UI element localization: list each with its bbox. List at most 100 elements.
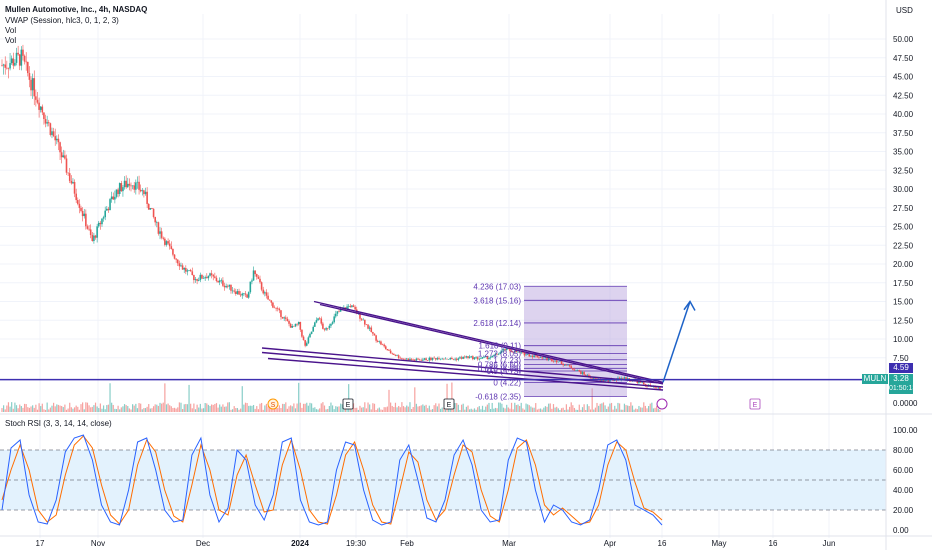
- candle-body: [578, 370, 581, 372]
- candle-body: [44, 119, 47, 124]
- candle-body: [304, 340, 306, 346]
- volume-bar: [544, 406, 547, 412]
- volume-bar: [588, 406, 590, 412]
- volume-bar: [136, 408, 139, 412]
- volume-bar: [146, 406, 148, 412]
- volume-bar: [357, 409, 359, 412]
- volume-bar: [307, 405, 309, 412]
- volume-bar: [488, 402, 490, 412]
- volume-bar: [312, 407, 314, 412]
- volume-bar: [464, 409, 466, 412]
- volume-bar: [73, 407, 76, 412]
- indicator-vol-2[interactable]: Vol: [5, 36, 17, 45]
- volume-bar: [606, 408, 608, 412]
- volume-bar: [530, 406, 532, 412]
- candle-body: [91, 234, 94, 242]
- candle-body: [333, 316, 335, 323]
- candle-body: [317, 318, 319, 321]
- volume-bar: [401, 402, 403, 412]
- candle-body: [6, 67, 8, 69]
- candle-body: [438, 358, 440, 360]
- candle-body: [470, 356, 473, 357]
- candle-body: [397, 355, 400, 358]
- volume-bar: [618, 403, 621, 412]
- candle-body: [193, 275, 195, 281]
- volume-bar: [354, 407, 356, 412]
- volume-bar: [293, 403, 295, 412]
- volume-bar: [531, 407, 534, 412]
- stoch-rsi-label[interactable]: Stoch RSI (3, 3, 14, 14, close): [5, 419, 112, 428]
- volume-bar: [177, 407, 179, 412]
- indicator-vol[interactable]: Vol: [5, 26, 17, 35]
- candle-body: [296, 323, 298, 325]
- volume-bar: [207, 404, 209, 412]
- volume-bar: [625, 405, 627, 412]
- candle-body: [504, 349, 506, 351]
- volume-bar: [639, 407, 642, 412]
- volume-bar: [241, 386, 243, 412]
- candle-body: [167, 241, 169, 244]
- candle-body: [243, 293, 245, 295]
- volume-bar: [633, 409, 635, 412]
- volume-bar: [657, 408, 659, 412]
- volume-bar: [301, 407, 303, 412]
- candle-body: [565, 365, 568, 366]
- candle-body: [551, 358, 553, 362]
- volume-bar: [119, 409, 121, 412]
- volume-bar: [562, 407, 564, 412]
- candle-body: [114, 196, 116, 200]
- candle-body: [351, 305, 353, 307]
- volume-bar: [554, 407, 556, 412]
- volume-bar: [69, 402, 71, 412]
- candle-body: [12, 58, 15, 66]
- volume-bar: [486, 404, 488, 412]
- volume-bar: [28, 407, 31, 412]
- volume-bar: [14, 402, 16, 412]
- candle-body: [376, 340, 379, 342]
- candle-body: [484, 356, 487, 357]
- candle-body: [209, 273, 211, 276]
- candle-body: [407, 358, 410, 361]
- candle-body: [128, 183, 131, 186]
- candle-body: [25, 61, 27, 63]
- volume-bar: [415, 403, 418, 412]
- candle-body: [180, 265, 182, 267]
- volume-bar: [485, 406, 487, 412]
- volume-bar: [72, 408, 74, 412]
- candle-body: [68, 173, 71, 181]
- y-tick-label: 40.00: [893, 110, 914, 119]
- volume-bar: [514, 402, 516, 412]
- symbol-title[interactable]: Mullen Automotive, Inc., 4h, NASDAQ: [5, 5, 148, 14]
- stoch-rsi-lines: [1, 434, 663, 526]
- volume-bar: [96, 406, 98, 412]
- candle-body: [396, 355, 398, 356]
- candle-body: [99, 222, 102, 225]
- candle-body: [285, 317, 287, 319]
- fib-level-label: 1.272 (8.05): [478, 350, 521, 359]
- volume-bar: [138, 403, 140, 412]
- volume-bar: [233, 406, 235, 412]
- candle-body: [336, 311, 339, 314]
- volume-bar: [452, 409, 455, 412]
- volume-bar: [280, 408, 282, 412]
- indicator-vwap[interactable]: VWAP (Session, hlc3, 0, 1, 2, 3): [5, 16, 119, 25]
- volume-bar: [496, 408, 498, 412]
- volume-bar: [427, 408, 429, 412]
- volume-bar: [423, 405, 426, 412]
- candle-body: [391, 353, 394, 354]
- candle-body: [223, 285, 226, 288]
- volume-bar: [335, 406, 337, 412]
- candle-body: [552, 361, 555, 362]
- volume-bar: [61, 405, 63, 412]
- candle-body: [106, 208, 108, 211]
- candle-body: [33, 78, 36, 97]
- volume-bar: [80, 404, 82, 412]
- candle-body: [135, 182, 137, 190]
- volume-bar: [32, 405, 34, 412]
- volume-bar: [649, 403, 651, 412]
- candle-body: [160, 231, 163, 238]
- volume-bar: [170, 406, 172, 412]
- candle-body: [536, 355, 539, 358]
